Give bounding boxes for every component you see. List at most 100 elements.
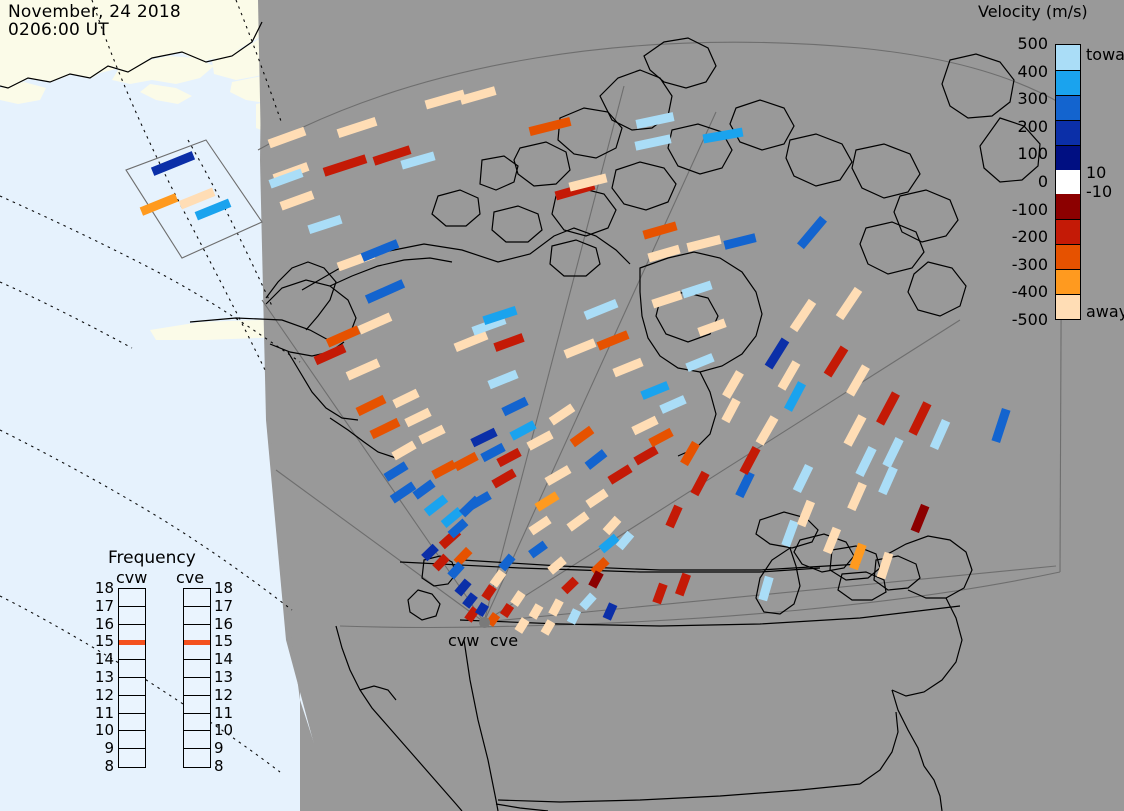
velocity-vector <box>685 352 715 372</box>
velocity-vector <box>607 463 633 485</box>
velocity-vector <box>391 440 417 460</box>
velocity-vector <box>487 369 519 389</box>
velocity-vector <box>498 552 516 572</box>
frequency-cell <box>184 678 210 696</box>
frequency-tick-label: 15 <box>214 632 234 651</box>
velocity-vector <box>364 278 406 304</box>
velocity-vector <box>459 85 497 105</box>
velocity-vector <box>652 582 668 604</box>
frequency-tick-label: 9 <box>214 739 224 758</box>
velocity-vector <box>510 589 526 607</box>
velocity-vector <box>651 290 683 308</box>
frequency-column-label-cve: cve <box>176 568 205 587</box>
frequency-marker <box>184 640 210 646</box>
velocity-vector <box>735 470 755 498</box>
velocity-vector <box>360 238 400 262</box>
frequency-tick-label: 12 <box>94 685 114 704</box>
colorbar-title: Velocity (m/s) <box>978 2 1088 21</box>
velocity-vector <box>755 414 779 446</box>
velocity-vector <box>499 602 515 618</box>
frequency-legend-title: Frequency <box>108 548 196 568</box>
velocity-vector <box>336 116 378 138</box>
velocity-vector <box>566 510 590 532</box>
velocity-vector <box>602 601 618 621</box>
radar-site-label-cvw: cvw <box>448 631 480 650</box>
velocity-vector <box>584 448 608 470</box>
velocity-vector <box>526 429 554 451</box>
velocity-vector <box>501 396 529 416</box>
velocity-vector <box>796 215 828 249</box>
velocity-vector <box>563 337 597 359</box>
time-label: 0206:00 UT <box>8 20 109 40</box>
velocity-vector <box>404 407 432 427</box>
frequency-cell <box>184 607 210 625</box>
velocity-vector <box>675 572 691 596</box>
velocity-vector <box>929 418 951 450</box>
colorbar-divider <box>1056 119 1080 121</box>
velocity-vector <box>566 607 582 625</box>
frequency-cell <box>119 678 145 696</box>
velocity-vector <box>635 111 675 129</box>
velocity-vector <box>588 569 604 589</box>
velocity-vector <box>823 345 849 377</box>
velocity-vector <box>279 189 315 211</box>
velocity-vector <box>633 445 659 465</box>
velocity-vector <box>910 503 930 533</box>
frequency-cell <box>184 714 210 732</box>
velocity-vector <box>991 407 1011 443</box>
colorbar-segment-away <box>1056 269 1080 295</box>
frequency-tick-label: 13 <box>214 668 234 686</box>
velocity-vector <box>307 214 343 234</box>
velocity-vector <box>789 298 817 332</box>
velocity-vector <box>792 463 814 493</box>
frequency-bar-cve <box>183 588 211 768</box>
frequency-cell <box>119 589 145 607</box>
frequency-tick-label: 8 <box>104 757 114 775</box>
velocity-vector <box>491 468 517 488</box>
frequency-cell <box>184 642 210 661</box>
velocity-vector <box>647 244 681 262</box>
colorbar-tick-label: -500 <box>1011 310 1048 329</box>
velocity-vector <box>493 332 525 352</box>
date-label: November, 24 2018 <box>8 2 181 22</box>
frequency-cell <box>119 749 145 767</box>
velocity-vector <box>702 127 744 143</box>
colorbar-tick-label: -100 <box>1011 199 1048 219</box>
frequency-tick-label: 11 <box>214 703 234 722</box>
frequency-tick-label: 13 <box>94 668 114 686</box>
velocity-vector <box>345 357 381 381</box>
frequency-tick-label: 18 <box>94 579 114 597</box>
colorbar-divider <box>1056 269 1080 271</box>
velocity-vector <box>548 597 564 617</box>
velocity-vector <box>322 153 368 177</box>
velocity-vector <box>722 369 744 399</box>
colorbar-segment-away <box>1056 219 1080 245</box>
velocity-vector <box>721 397 741 423</box>
velocity-vector <box>602 515 622 535</box>
velocity-vector <box>462 591 478 609</box>
frequency-tick-label: 8 <box>214 757 224 775</box>
velocity-vector <box>139 192 179 216</box>
velocity-vector <box>876 551 894 579</box>
frequency-cell <box>184 696 210 714</box>
frequency-tick-label: 15 <box>94 632 114 651</box>
velocity-vector <box>489 568 507 588</box>
frequency-cell <box>119 607 145 625</box>
velocity-vector <box>822 526 842 554</box>
velocity-vector <box>423 494 449 516</box>
velocity-vector <box>878 465 898 495</box>
velocity-vector <box>882 436 904 468</box>
velocity-vector <box>468 490 492 510</box>
frequency-cell <box>119 714 145 732</box>
frequency-tick-label: 17 <box>214 596 234 615</box>
colorbar-segment-toward <box>1056 144 1080 170</box>
velocity-vector <box>847 481 867 511</box>
colorbar-divider <box>1056 144 1080 146</box>
velocity-vector <box>534 490 560 512</box>
colorbar-divider <box>1056 69 1080 71</box>
velocity-vector <box>648 427 674 447</box>
velocity-vector <box>357 311 393 335</box>
velocity-vector <box>680 440 700 466</box>
colorbar-tick-label: -400 <box>1011 282 1048 302</box>
velocity-vector <box>453 451 479 471</box>
